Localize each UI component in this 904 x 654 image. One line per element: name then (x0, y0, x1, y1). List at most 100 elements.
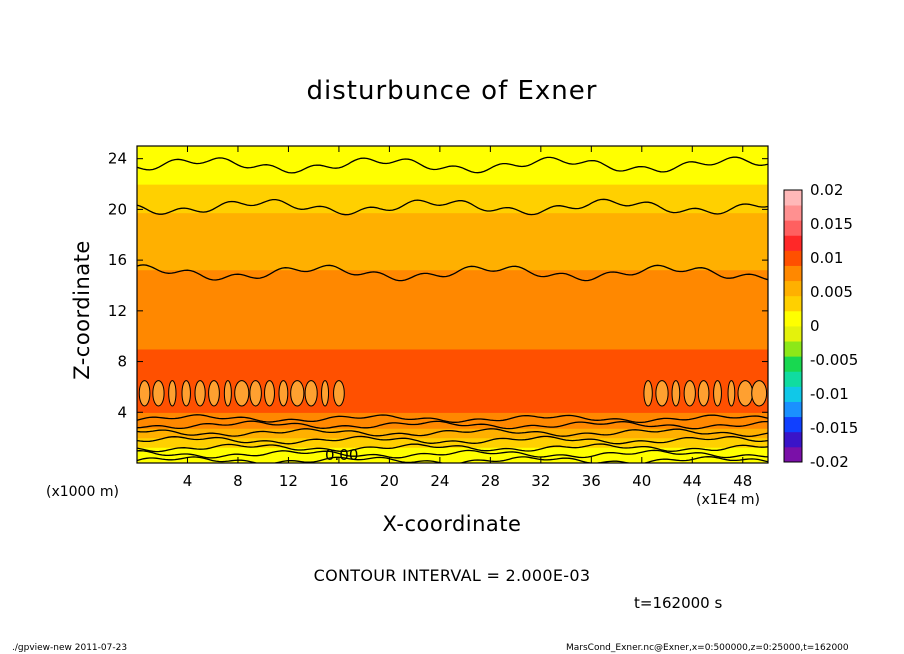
fill-band (137, 415, 768, 420)
fill-band (137, 193, 768, 198)
x-tick-label: 32 (531, 472, 550, 490)
colorbar-swatch (784, 446, 802, 463)
high-value-blob (751, 380, 768, 407)
fill-band (137, 428, 768, 432)
fill-band (137, 298, 768, 302)
fill-band (137, 146, 768, 150)
contour-line (137, 156, 768, 174)
fill-band (137, 266, 768, 271)
colorbar-swatch (784, 190, 802, 206)
colorbar-tick-label: 0.005 (810, 283, 853, 301)
fill-band (137, 161, 768, 166)
contour-label: 0.00 (325, 446, 358, 464)
fill-band (137, 168, 768, 172)
y-tick-label: 4 (117, 403, 127, 421)
high-value-blob (333, 380, 345, 407)
fill-band (137, 209, 768, 214)
x-axis-unit: (x1E4 m) (696, 492, 760, 508)
high-value-blob (655, 380, 669, 407)
x-tick-label: 16 (329, 472, 348, 490)
colorbar-swatch (784, 416, 802, 433)
contour-line (137, 428, 768, 438)
high-value-blob (727, 380, 736, 407)
high-value-blob (683, 380, 696, 407)
fill-band (137, 377, 768, 382)
colorbar-swatch (784, 295, 802, 312)
fill-band (137, 247, 768, 252)
colorbar-tick-label: -0.015 (810, 419, 858, 437)
fill-band (137, 206, 768, 210)
fill-band (137, 364, 768, 369)
y-axis-label: Z-coordinate (70, 240, 94, 380)
fill-band (137, 434, 768, 439)
plot-frame (136, 145, 769, 464)
colorbar: 0.02 0.015 0.01 0.005 0 -0.005 -0.01 -0.015 -0.0… (783, 181, 858, 471)
high-value-blob (697, 380, 710, 407)
high-value-blob (278, 380, 289, 407)
fill-band (137, 450, 768, 455)
high-value-blob (643, 380, 653, 407)
fill-band (137, 355, 768, 359)
high-value-blob (208, 380, 220, 407)
fill-band (137, 323, 768, 328)
chart-title: disturbunce of Exner (306, 76, 598, 106)
fill-band (137, 348, 768, 353)
fill-band (137, 431, 768, 436)
high-value-blob (290, 380, 305, 407)
colorbar-frame (783, 189, 803, 463)
high-value-blob (138, 380, 151, 407)
fill-band (137, 386, 768, 391)
fill-band (137, 180, 768, 185)
fill-band (137, 171, 768, 176)
contour-fill (137, 146, 768, 463)
x-tick-label: 44 (683, 472, 702, 490)
colorbar-swatch (784, 280, 802, 297)
fill-band (137, 301, 768, 306)
high-value-blob (194, 380, 206, 407)
fill-band (137, 374, 768, 379)
fill-band (137, 367, 768, 372)
colorbar-swatch (784, 310, 802, 327)
fill-band (137, 215, 768, 220)
x-tick-label: 12 (279, 472, 298, 490)
high-value-blob (321, 380, 330, 407)
fill-band (137, 345, 768, 350)
fill-band (137, 459, 768, 463)
fill-band (137, 184, 768, 188)
fill-band (137, 437, 768, 442)
high-value-blob (737, 380, 754, 407)
colorbar-tick-label: 0.01 (810, 249, 843, 267)
high-value-blob (152, 380, 165, 407)
y-axis-unit: (x1000 m) (46, 484, 119, 500)
fill-band (137, 285, 768, 290)
fill-band (137, 447, 768, 451)
fill-band (137, 263, 768, 268)
fill-band (137, 269, 768, 274)
fill-band (137, 405, 768, 410)
fill-band (137, 399, 768, 404)
high-value-blob (234, 380, 250, 407)
fill-band (137, 174, 768, 179)
fill-band (137, 339, 768, 344)
fill-band (137, 412, 768, 417)
colorbar-swatch (784, 386, 802, 402)
x-tick-label: 20 (380, 472, 399, 490)
fill-band (137, 291, 768, 296)
y-tick-label: 16 (108, 251, 127, 269)
fill-band (137, 256, 768, 261)
colorbar-tick-label: 0 (810, 317, 820, 335)
contour-line (137, 264, 768, 282)
colorbar-swatch (784, 265, 802, 282)
fill-band (137, 304, 768, 309)
fill-band (137, 155, 768, 160)
x-tick-label: 40 (632, 472, 651, 490)
fill-band (137, 250, 768, 255)
footer-left-text: ./gpview-new 2011-07-23 (12, 643, 128, 653)
fill-band (137, 165, 768, 169)
fill-band (137, 358, 768, 363)
colorbar-swatch (784, 371, 802, 387)
fill-band (137, 453, 768, 458)
fill-band (137, 244, 768, 249)
fill-band (137, 320, 768, 325)
